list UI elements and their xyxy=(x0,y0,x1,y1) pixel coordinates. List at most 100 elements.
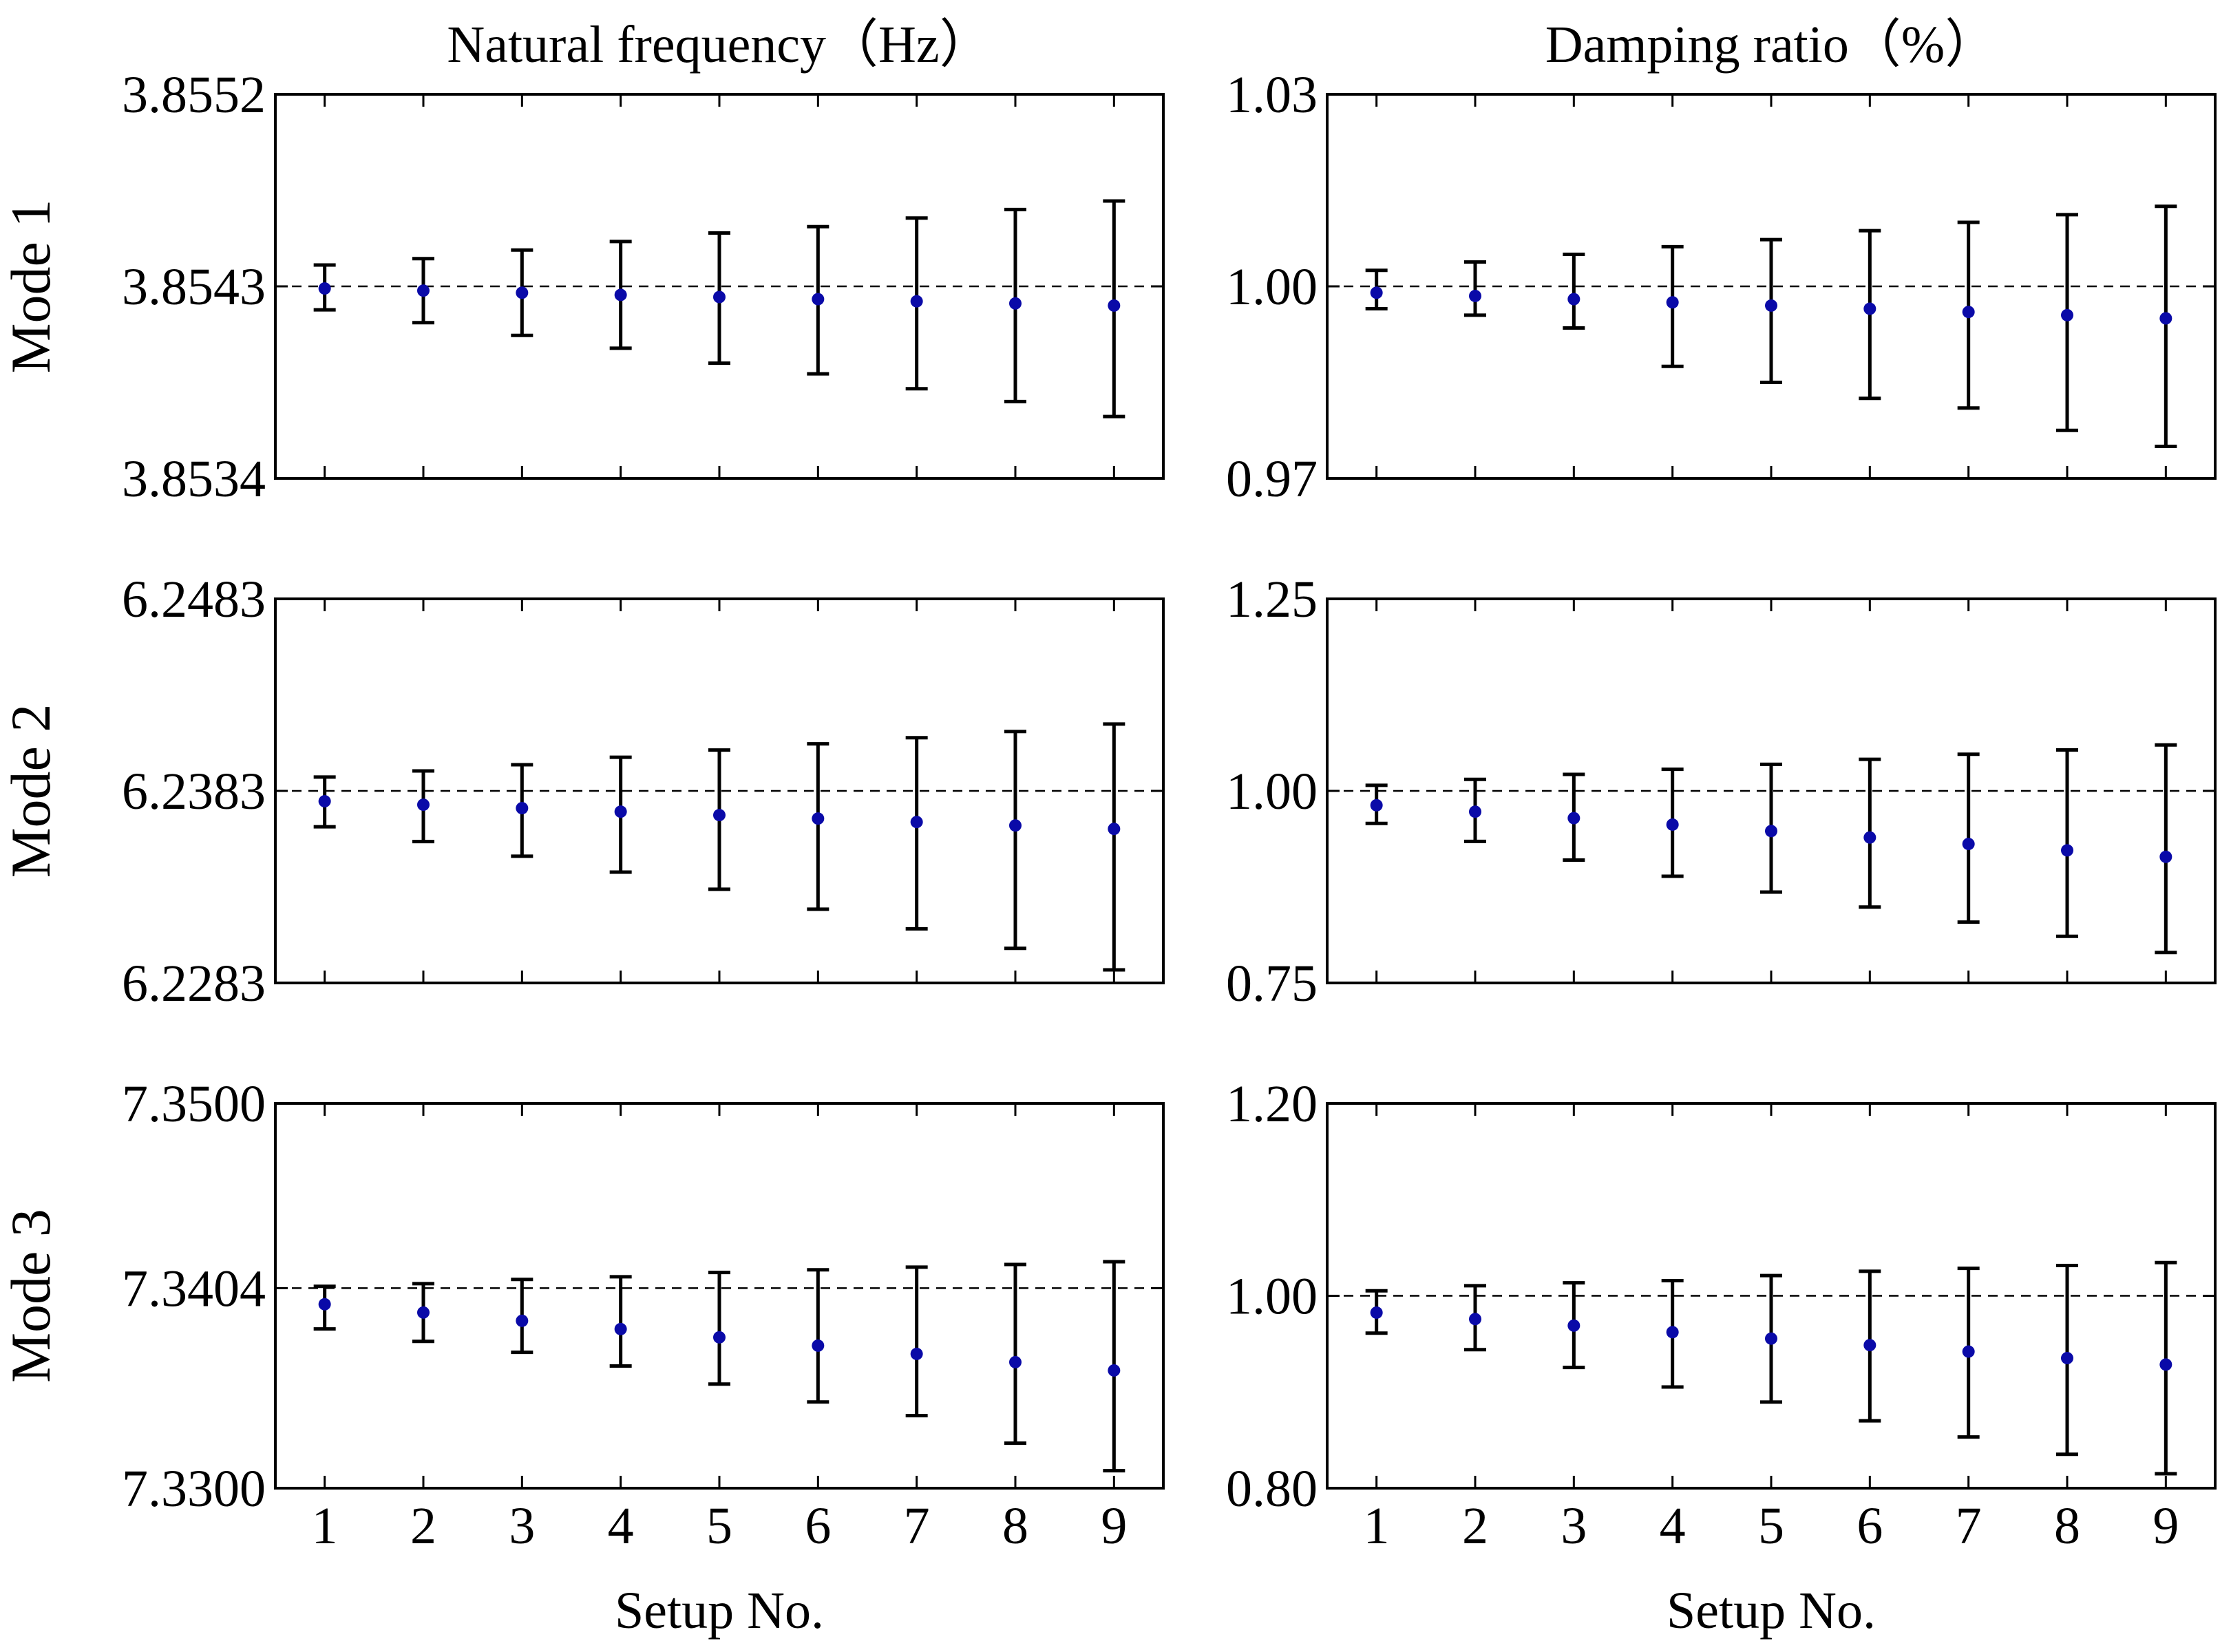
y-tick-label: 1.03 xyxy=(1226,66,1318,124)
data-point-5 xyxy=(713,1331,726,1344)
error-bar-8 xyxy=(2056,748,2078,938)
data-point-8 xyxy=(2061,844,2073,857)
data-point-2 xyxy=(417,284,430,297)
column-title-damping: Damping ratio（%） xyxy=(1545,16,1997,74)
row-label-mode-1: Mode 1 xyxy=(0,200,62,374)
data-point-9 xyxy=(1108,823,1121,836)
y-tick-label: 0.97 xyxy=(1226,450,1318,508)
data-point-6 xyxy=(812,293,825,306)
data-point-5 xyxy=(713,809,726,822)
error-bar-8 xyxy=(2056,213,2078,432)
data-point-7 xyxy=(1962,1345,1975,1358)
x-tick-label: 9 xyxy=(2153,1497,2179,1555)
y-tick-label: 7.3300 xyxy=(122,1460,266,1518)
x-tick-label: 8 xyxy=(1002,1497,1028,1555)
data-point-8 xyxy=(1009,297,1022,310)
x-tick-label: 5 xyxy=(706,1497,732,1555)
y-tick-label: 1.00 xyxy=(1226,763,1318,820)
data-point-5 xyxy=(1765,299,1777,312)
data-point-7 xyxy=(910,295,923,308)
data-point-3 xyxy=(516,802,529,815)
panel-mode2-frequency: 6.2283 6.2383 6.2483 xyxy=(122,571,1165,1013)
data-point-4 xyxy=(1666,296,1679,309)
error-bar-6 xyxy=(807,742,829,911)
data-point-8 xyxy=(1009,1355,1022,1368)
x-tick-label: 8 xyxy=(2054,1497,2080,1555)
data-point-6 xyxy=(812,1339,825,1352)
data-point-5 xyxy=(1765,825,1777,838)
data-point-9 xyxy=(2159,1358,2172,1371)
x-axis-label: Setup No. xyxy=(1667,1582,1876,1640)
y-tick-label: 7.3404 xyxy=(122,1260,266,1317)
data-point-5 xyxy=(1765,1332,1777,1345)
y-tick-label: 1.00 xyxy=(1226,258,1318,316)
x-tick-label: 4 xyxy=(608,1497,634,1555)
x-tick-label: 2 xyxy=(410,1497,436,1555)
y-tick-label: 3.8534 xyxy=(122,450,266,508)
error-bar-7 xyxy=(905,736,928,931)
data-point-7 xyxy=(910,1347,923,1360)
error-bar-4 xyxy=(609,1275,632,1368)
data-point-6 xyxy=(1863,302,1876,315)
data-point-2 xyxy=(1469,1313,1481,1326)
data-point-3 xyxy=(1567,293,1580,306)
data-point-6 xyxy=(812,812,825,825)
y-tick-label: 3.8543 xyxy=(122,258,266,316)
data-point-5 xyxy=(713,290,726,304)
data-point-9 xyxy=(1108,1364,1121,1377)
error-bar-7 xyxy=(905,1265,928,1418)
data-point-1 xyxy=(318,282,331,295)
data-point-3 xyxy=(1567,1319,1580,1332)
data-point-7 xyxy=(1962,306,1975,319)
y-tick-label: 1.25 xyxy=(1226,571,1318,628)
x-tick-label: 6 xyxy=(1857,1497,1883,1555)
y-tick-label: 1.00 xyxy=(1226,1268,1318,1326)
data-point-2 xyxy=(417,1306,430,1319)
data-point-4 xyxy=(1666,818,1679,831)
panel-mode3-damping: 0.80 1.00 1.20 1 2 3 4 5 6 7 8 9 Setup No. xyxy=(1226,1075,2217,1640)
data-point-8 xyxy=(1009,819,1022,832)
x-tick-label: 7 xyxy=(904,1497,930,1555)
row-label-mode-2: Mode 2 xyxy=(0,704,62,878)
row-label-mode-3: Mode 3 xyxy=(0,1209,62,1383)
error-bar-9 xyxy=(2155,204,2177,448)
x-tick-label: 3 xyxy=(1561,1497,1587,1555)
data-point-8 xyxy=(2061,308,2073,321)
data-point-6 xyxy=(1863,831,1876,844)
data-point-3 xyxy=(516,286,529,299)
panel-mode1-damping: 0.97 1.00 1.03 xyxy=(1226,66,2217,508)
data-point-4 xyxy=(614,1322,627,1335)
x-tick-label: 1 xyxy=(312,1497,338,1555)
data-point-7 xyxy=(1962,838,1975,851)
panel-mode3-frequency: 7.3300 7.3404 7.3500 1 2 3 4 5 6 7 8 9 Setup No. xyxy=(122,1075,1165,1640)
data-point-1 xyxy=(318,795,331,808)
error-bar-2 xyxy=(1464,260,1486,317)
y-tick-label: 7.3500 xyxy=(122,1075,266,1133)
error-bar-6 xyxy=(807,1268,829,1404)
data-point-6 xyxy=(1863,1339,1876,1352)
data-point-7 xyxy=(910,816,923,829)
data-point-2 xyxy=(1469,289,1481,302)
x-tick-label: 2 xyxy=(1462,1497,1488,1555)
x-tick-label: 3 xyxy=(509,1497,535,1555)
data-point-9 xyxy=(2159,850,2172,863)
error-bar-9 xyxy=(2155,743,2177,955)
x-tick-label: 5 xyxy=(1758,1497,1784,1555)
data-point-4 xyxy=(614,288,627,301)
data-point-1 xyxy=(1370,1306,1383,1319)
x-tick-label: 9 xyxy=(1101,1497,1127,1555)
x-tick-label: 4 xyxy=(1660,1497,1686,1555)
y-tick-label: 0.80 xyxy=(1226,1460,1318,1518)
error-bar-8 xyxy=(1004,1262,1026,1446)
error-bar-9 xyxy=(1103,722,1125,972)
error-bar-3 xyxy=(1563,253,1585,330)
panel-mode1-frequency: 3.8534 3.8543 3.8552 xyxy=(122,66,1165,508)
data-point-8 xyxy=(2061,1352,2073,1365)
y-tick-label: 3.8552 xyxy=(122,66,266,124)
data-point-1 xyxy=(318,1298,331,1311)
x-axis-label: Setup No. xyxy=(615,1582,824,1640)
data-point-4 xyxy=(614,805,627,818)
data-point-2 xyxy=(417,798,430,812)
data-point-2 xyxy=(1469,805,1481,818)
data-point-9 xyxy=(1108,299,1121,312)
